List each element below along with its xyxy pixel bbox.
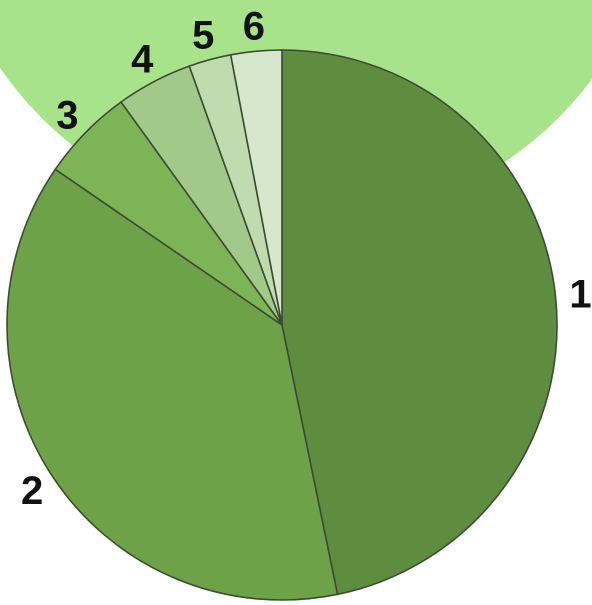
pie-slice-1	[281, 49, 558, 596]
pie-label-2: 2	[21, 469, 43, 513]
pie-label-3: 3	[56, 93, 78, 137]
pie-label-1: 1	[569, 273, 591, 317]
pie-slices	[6, 49, 558, 601]
pie-slice-2	[6, 168, 339, 601]
pie-label-6: 6	[243, 4, 265, 48]
pie-slice-6	[229, 49, 283, 326]
pie-label-5: 5	[192, 14, 214, 58]
pie-labels: 1 2 3 45 6	[21, 4, 592, 513]
pie-label-4: 4	[131, 38, 154, 82]
